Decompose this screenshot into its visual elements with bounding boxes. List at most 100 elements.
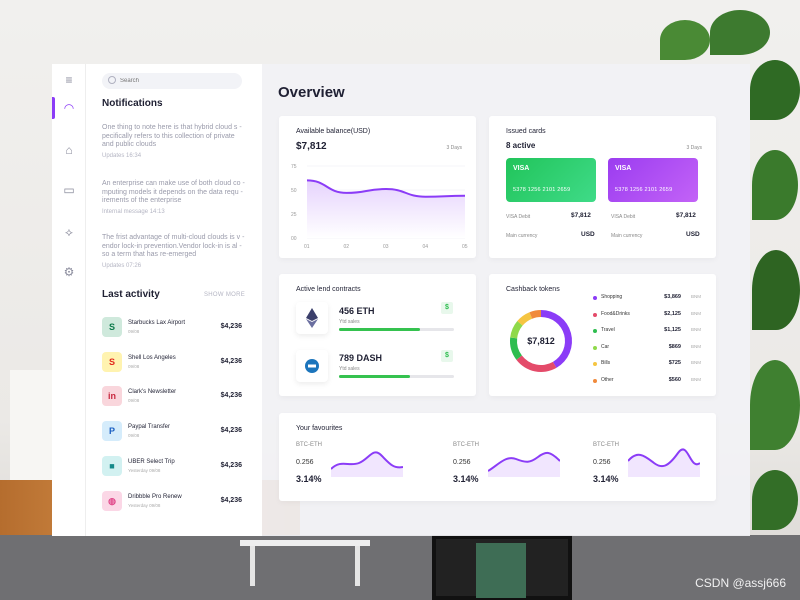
legend-value: $560 xyxy=(668,376,681,383)
notification-item[interactable]: An enterprise can make use of both cloud… xyxy=(102,180,246,216)
fav-pair: BTC-ETH xyxy=(453,442,479,448)
lend-sub: Ytd sales xyxy=(339,366,360,372)
notifications-title: Notifications xyxy=(102,98,163,109)
last-activity-title: Last activity xyxy=(102,289,160,300)
notification-text: The frist advantage of multi-cloud cloud… xyxy=(102,234,245,258)
fav-value: 0.256 xyxy=(593,459,611,466)
lend-sub: Ytd sales xyxy=(339,319,360,325)
background-shelf xyxy=(10,370,52,480)
notification-item[interactable]: One thing to note here is that hybrid cl… xyxy=(102,124,246,160)
activity-item[interactable]: S Starbucks Lax Airport 09/08 $4,236 xyxy=(102,317,242,339)
activity-amount: $4,236 xyxy=(220,358,242,365)
dollar-badge-icon[interactable]: $ xyxy=(441,350,453,362)
activity-item[interactable]: ■ UBER Select Trip Yesterday 09/08 $4,23… xyxy=(102,456,242,478)
y-tick-label: 00 xyxy=(291,236,297,242)
activity-date: 09/08 xyxy=(128,329,140,334)
y-tick-label: 50 xyxy=(291,188,297,194)
legend-value: $725 xyxy=(668,360,681,366)
active-count: 8 active xyxy=(506,141,536,150)
newsletter-logo-icon: in xyxy=(102,386,122,406)
cards-period[interactable]: 3 Days xyxy=(686,145,702,151)
fav-value: 0.256 xyxy=(296,459,314,466)
activity-item[interactable]: ◍ Dribbble Pro Renew Yesterday 09/08 $4,… xyxy=(102,491,242,513)
cashback-legend-row[interactable]: Shopping $3,869 BNM xyxy=(593,294,701,304)
balance-period[interactable]: 3 Days xyxy=(446,145,462,151)
fav-percent: 3.14% xyxy=(296,474,322,484)
visa-card-green[interactable]: VISA 5378 1256 2101 2659 xyxy=(506,158,596,202)
balance-area-chart: 75 50 25 00 01 02 03 04 05 xyxy=(291,164,468,250)
activity-name: Clark's Newsletter xyxy=(128,389,177,395)
dollar-badge-icon[interactable]: $ xyxy=(441,302,453,314)
legend-name: Food&Drinks xyxy=(601,310,630,317)
favourites-title: Your favourites xyxy=(296,425,343,432)
activity-item[interactable]: P Paypal Transfer 09/08 $4,236 xyxy=(102,421,242,443)
legend-dot xyxy=(593,345,597,350)
cashback-legend-row[interactable]: Car $869 BNM xyxy=(593,344,701,354)
lend-progress-bar xyxy=(339,328,454,331)
notification-meta: Updates 07:26 xyxy=(102,262,142,269)
series-line xyxy=(306,179,466,198)
cashback-legend-row[interactable]: Food&Drinks $2,125 BNM xyxy=(593,311,701,321)
legend-name: Car xyxy=(601,343,610,350)
currency-label: Main currency xyxy=(506,233,538,239)
search-icon xyxy=(108,76,116,84)
notification-text: An enterprise can make use of both cloud… xyxy=(102,180,245,204)
background-plant-leaf xyxy=(710,10,770,55)
uber-logo-icon: ■ xyxy=(102,456,122,476)
legend-name: Bills xyxy=(601,360,611,366)
legend-unit: BNM xyxy=(691,310,701,316)
donut-slice-shopping[interactable] xyxy=(541,310,572,368)
ethereum-coin-icon xyxy=(296,302,328,334)
dashboard-gauge-icon[interactable]: ◠ xyxy=(63,101,75,115)
legend-unit: BNM xyxy=(691,294,701,299)
currency-value: USD xyxy=(581,231,595,238)
x-tick-label: 05 xyxy=(462,244,468,250)
balance-amount: $7,812 xyxy=(296,141,327,152)
activity-name: Starbucks Lax Airport xyxy=(128,320,186,326)
legend-value: $1,125 xyxy=(664,327,681,333)
donut-slice-travel[interactable] xyxy=(510,337,522,360)
activity-amount: $4,236 xyxy=(220,427,242,434)
cashback-legend-row[interactable]: Bills $725 BNM xyxy=(593,360,701,370)
lend-title: Active lend contracts xyxy=(296,286,361,293)
activity-date: 09/08 xyxy=(128,364,140,369)
activity-name: Paypal Transfer xyxy=(128,424,171,430)
bank-icon[interactable]: ⌂ xyxy=(65,143,73,157)
card-number: 5378 1256 2101 2659 xyxy=(615,187,673,193)
activity-amount: $4,236 xyxy=(220,462,242,469)
settings-gear-icon[interactable]: ⚙ xyxy=(63,265,75,279)
card-type-label: VISA Debit xyxy=(506,214,531,220)
show-more-link[interactable]: SHOW MORE xyxy=(204,292,246,298)
cashback-legend-row[interactable]: Other $560 BNM xyxy=(593,377,701,387)
visa-card-purple[interactable]: VISA 5378 1256 2101 2659 xyxy=(608,158,698,202)
wallet-icon[interactable]: ▭ xyxy=(63,183,75,197)
donut-slice-car[interactable] xyxy=(510,321,523,339)
activity-item[interactable]: S Shell Los Angeles 09/08 $4,236 xyxy=(102,352,242,374)
cashback-card: Cashback tokens $7,812 Shopping $3,869 BNM… xyxy=(489,274,716,396)
cashback-legend-row[interactable]: Travel $1,125 BNM xyxy=(593,327,701,337)
legend-unit: BNM xyxy=(691,376,701,382)
fav-sparkline xyxy=(628,448,700,477)
notification-item[interactable]: The frist advantage of multi-cloud cloud… xyxy=(102,234,246,270)
search-input[interactable] xyxy=(102,73,242,89)
legend-dot xyxy=(593,296,597,300)
notification-meta: Internal message 14:13 xyxy=(102,208,165,215)
cashback-title: Cashback tokens xyxy=(506,286,560,293)
donut-slice-fooddrinks[interactable] xyxy=(516,355,557,372)
donut-slice-bills[interactable] xyxy=(517,312,533,326)
cashback-donut-chart xyxy=(510,310,572,372)
shell-logo-icon: S xyxy=(102,352,122,372)
legend-unit: BNM xyxy=(691,360,701,365)
legend-dot xyxy=(593,362,597,366)
background-frame xyxy=(432,535,572,600)
x-tick-label: 02 xyxy=(344,244,350,250)
y-tick-label: 25 xyxy=(291,212,297,218)
activity-date: 09/08 xyxy=(128,398,140,403)
menu-icon[interactable]: ≡ xyxy=(65,73,73,87)
issued-cards-title: Issued cards xyxy=(506,128,546,135)
link-icon[interactable]: ⟡ xyxy=(65,225,73,239)
activity-item[interactable]: in Clark's Newsletter 09/08 $4,236 xyxy=(102,386,242,408)
lend-amount: 789 DASH xyxy=(339,353,383,363)
donut-slice-other[interactable] xyxy=(529,310,541,319)
activity-amount: $4,236 xyxy=(220,323,242,330)
